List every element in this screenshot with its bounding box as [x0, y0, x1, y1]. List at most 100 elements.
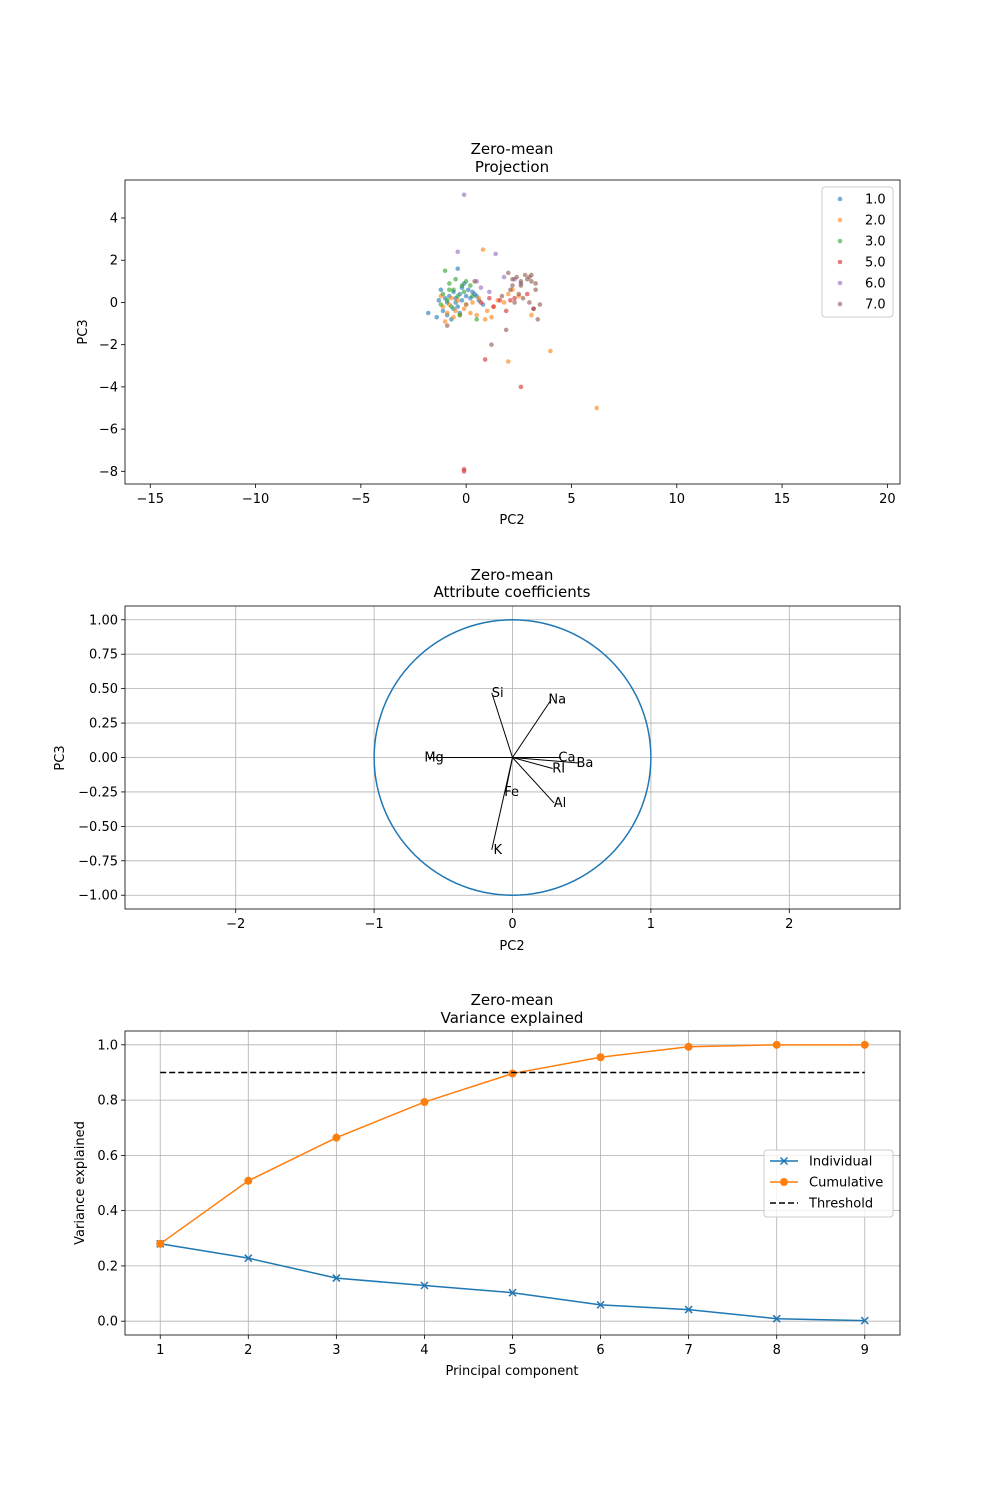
coefficients-title-line1: Zero-mean — [471, 566, 554, 584]
scatter-point-class-2-0 — [453, 308, 458, 314]
coefficients-ytick-label: −0.50 — [78, 820, 118, 835]
scatter-point-class-5-0 — [497, 298, 503, 303]
coefficients-ytick-label: 0.25 — [89, 717, 118, 732]
variance-xtick-label: 5 — [508, 1343, 516, 1358]
coefficients-xtick-label: 0 — [508, 917, 516, 932]
scatter-point-class-3-0 — [453, 276, 458, 282]
scatter-point-class-2-0 — [442, 319, 448, 324]
scatter-point-class-1-0 — [455, 266, 461, 271]
variance-title-line1: Zero-mean — [471, 991, 554, 1009]
legend-label-class-1-0: 1.0 — [865, 193, 886, 208]
scatter-point-class-7-0 — [514, 274, 520, 280]
scatter-point-class-2-0 — [468, 310, 473, 316]
scatter-point-class-2-0 — [455, 298, 461, 303]
scatter-point-class-6-0 — [501, 274, 507, 280]
scatter-point-class-7-0 — [512, 300, 517, 305]
scatter-point-class-1-0 — [425, 310, 431, 316]
variance-xtick-label: 1 — [156, 1343, 164, 1358]
legend-label-class-6-0: 6.0 — [865, 277, 886, 292]
individual-point — [860, 1316, 869, 1325]
variance-ytick-label: 0.8 — [97, 1094, 118, 1109]
projection-ytick-label: −6 — [99, 423, 118, 438]
scatter-point-class-3-0 — [457, 312, 463, 318]
scatter-point-class-6-0 — [455, 249, 461, 255]
coefficients-xtick-label: −2 — [226, 917, 245, 932]
scatter-point-class-6-0 — [478, 285, 484, 290]
scatter-point-class-2-0 — [548, 348, 553, 354]
cumulative-point — [596, 1053, 605, 1062]
legend-label-cumulative: Cumulative — [809, 1176, 883, 1191]
legend-marker-class-3-0 — [837, 238, 843, 244]
attribute-vector-ba — [512, 757, 579, 764]
projection-frame — [124, 179, 901, 485]
scatter-point-class-6-0 — [461, 192, 467, 198]
scatter-point-class-2-0 — [451, 314, 456, 320]
individual-point — [244, 1254, 253, 1263]
scatter-point-class-5-0 — [512, 295, 517, 301]
scatter-point-class-5-0 — [503, 308, 509, 314]
attribute-label-k: K — [493, 843, 502, 858]
variance-xtick-label: 7 — [684, 1343, 692, 1358]
scatter-point-class-7-0 — [533, 287, 538, 293]
scatter-point-class-5-0 — [508, 298, 513, 303]
scatter-point-class-7-0 — [516, 291, 522, 297]
variance-xtick-label: 9 — [861, 1343, 869, 1358]
variance-xtick-label: 8 — [773, 1343, 781, 1358]
projection-ylabel: PC3 — [76, 319, 91, 344]
scatter-point-class-7-0 — [489, 342, 494, 347]
scatter-point-class-1-0 — [455, 304, 461, 309]
scatter-point-class-3-0 — [455, 293, 461, 299]
scatter-point-class-7-0 — [503, 327, 509, 333]
individual-point — [772, 1314, 781, 1323]
variance-ytick-label: 0.6 — [97, 1149, 118, 1164]
attribute-label-na: Na — [548, 693, 566, 708]
unit-circle — [373, 619, 652, 896]
coefficients-frame — [124, 605, 901, 910]
variance-xtick-label: 6 — [596, 1343, 604, 1358]
scatter-point-class-2-0 — [529, 312, 534, 318]
projection-xlabel: PC2 — [499, 513, 524, 528]
scatter-point-class-5-0 — [487, 295, 492, 301]
coefficients-plot: −2 −1 0 1 2 −1.00 −0.75 −0.50 −0.25 0.00 0.25 0.50 0… — [78, 605, 901, 932]
scatter-point-class-1-0 — [459, 298, 465, 303]
scatter-point-class-5-0 — [524, 291, 530, 297]
projection-xtick-label: −5 — [351, 492, 370, 507]
scatter-point-class-2-0 — [461, 306, 467, 312]
variance-ylabel: Variance explained — [73, 1121, 88, 1245]
individual-point — [596, 1300, 605, 1309]
attribute-vector-si — [491, 692, 513, 758]
scatter-point-class-6-0 — [487, 289, 492, 295]
attribute-vector-k — [491, 757, 513, 850]
projection-plot: −15 −10 −5 0 5 10 15 20 −8 −6 −4 −2 0 2 4 1.0 2.0 3.0 5.0 6… — [99, 179, 901, 507]
projection-xtick-label: 0 — [462, 492, 470, 507]
projection-ytick-label: 0 — [110, 296, 118, 311]
individual-point — [508, 1288, 517, 1297]
scatter-point-class-7-0 — [510, 276, 515, 282]
cumulative-point — [244, 1176, 253, 1185]
legend-marker-class-5-0 — [837, 259, 843, 265]
legend-label-class-2-0: 2.0 — [865, 214, 886, 229]
scatter-point-class-3-0 — [440, 291, 446, 297]
scatter-point-class-7-0 — [510, 283, 515, 288]
scatter-point-class-1-0 — [434, 314, 439, 320]
cumulative-point — [860, 1040, 869, 1049]
scatter-point-class-3-0 — [442, 268, 448, 274]
cumulative-point — [420, 1098, 429, 1107]
scatter-point-class-7-0 — [529, 272, 534, 278]
variance-ytick-label: 0.2 — [97, 1259, 118, 1274]
coefficients-ytick-label: 0.75 — [89, 648, 118, 663]
variance-xtick-label: 2 — [244, 1343, 252, 1358]
scatter-point-class-3-0 — [463, 279, 469, 284]
projection-xtick-label: −15 — [137, 492, 164, 507]
individual-point — [332, 1274, 341, 1283]
variance-xlabel: Principal component — [445, 1364, 578, 1379]
coefficients-ytick-label: −1.00 — [78, 889, 118, 904]
scatter-point-class-7-0 — [518, 283, 524, 288]
attribute-vector-ri — [512, 757, 553, 770]
individual-point — [420, 1281, 429, 1290]
scatter-point-class-7-0 — [527, 300, 532, 305]
scatter-point-class-2-0 — [449, 295, 454, 301]
scatter-point-class-3-0 — [461, 289, 467, 295]
